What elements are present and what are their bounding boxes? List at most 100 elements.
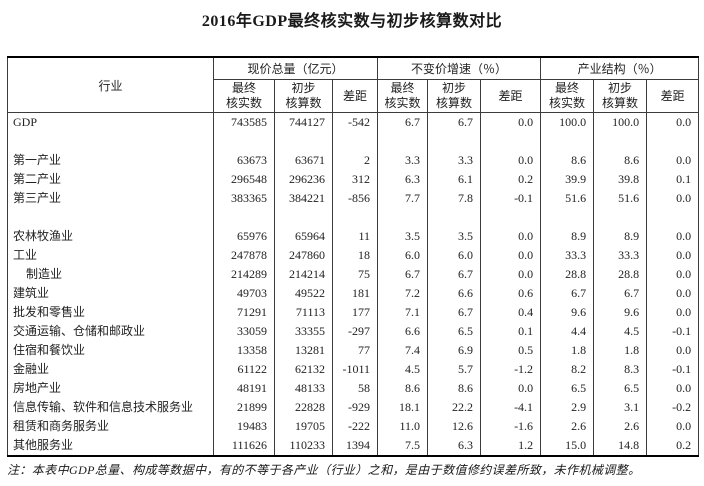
value-cell: 14.8 (593, 436, 648, 456)
value-cell: 77 (331, 341, 379, 360)
value-cell: 6.7 (377, 112, 429, 132)
value-cell: 33.3 (540, 246, 595, 265)
value-cell: -929 (331, 398, 379, 417)
value-cell: -297 (331, 322, 379, 341)
value-cell: 2.9 (540, 398, 595, 417)
value-cell: 13281 (274, 341, 333, 360)
row-label: 交通运输、仓储和邮政业 (7, 322, 214, 341)
value-cell: 0.0 (480, 265, 542, 284)
value-cell: 33.3 (593, 246, 648, 265)
value-cell (427, 132, 482, 151)
row-label: 租赁和商务服务业 (7, 417, 214, 436)
row-label: GDP (7, 112, 214, 132)
value-cell: 39.8 (593, 170, 648, 189)
value-cell: 33059 (213, 322, 275, 341)
value-cell: 2.6 (593, 417, 648, 436)
footnote: 注：本表中GDP总量、构成等数据中，有的不等于各产业（行业）之和，是由于数值修约… (7, 463, 641, 477)
value-cell: 6.5 (593, 379, 648, 398)
value-cell: 22828 (274, 398, 333, 417)
subcol-line: 核实数 (384, 96, 421, 110)
value-cell: 6.3 (427, 436, 482, 456)
value-cell: 0.0 (646, 303, 700, 322)
value-cell: 19705 (274, 417, 333, 436)
group-header-current-price: 现价总量（亿元） (212, 57, 379, 80)
spacer-row (7, 132, 700, 151)
value-cell: 8.6 (377, 379, 429, 398)
subcol-line: 最终 (231, 81, 256, 95)
value-cell: 0.0 (480, 379, 542, 398)
value-cell: 0.2 (480, 170, 542, 189)
value-cell (427, 208, 482, 227)
value-cell: -222 (331, 417, 379, 436)
value-cell: 12.6 (427, 417, 482, 436)
value-cell: 51.6 (540, 189, 595, 208)
row-label: 第三产业 (7, 189, 214, 208)
value-cell: 7.1 (377, 303, 429, 322)
value-cell: 71113 (274, 303, 333, 322)
value-cell: 111626 (213, 436, 275, 456)
row-label: 房地产业 (7, 379, 214, 398)
value-cell: -1011 (331, 360, 379, 379)
value-cell: 22.2 (427, 398, 482, 417)
subcol-line: 核实数 (549, 96, 586, 110)
value-cell: 4.4 (540, 322, 595, 341)
value-cell: 247860 (274, 246, 333, 265)
value-cell: -856 (331, 189, 379, 208)
value-cell: 0.0 (480, 227, 542, 246)
table-row: 第二产业 296548 296236 312 6.3 6.1 0.2 39.9 39.8 0.1 (7, 170, 700, 189)
subcol-line: 初步 (291, 81, 316, 95)
value-cell: 65964 (274, 227, 333, 246)
value-cell: 6.9 (427, 341, 482, 360)
table-row: 租赁和商务服务业 19483 19705 -222 11.0 12.6 -1.6 2.6 2.6… (7, 417, 700, 436)
value-cell: -0.1 (646, 360, 700, 379)
value-cell: 6.6 (427, 284, 482, 303)
value-cell (331, 208, 379, 227)
value-cell: 11.0 (377, 417, 429, 436)
subcol-line: 最终 (390, 81, 415, 95)
subcol-header-gap: 差距 (331, 79, 379, 113)
value-cell: 3.3 (427, 151, 482, 170)
value-cell: 6.7 (427, 265, 482, 284)
value-cell: 0.0 (646, 341, 700, 360)
group-header-constant-price-growth: 不变价增速（％） (377, 57, 542, 80)
value-cell: 6.7 (540, 284, 595, 303)
value-cell: 15.0 (540, 436, 595, 456)
value-cell: 8.3 (593, 360, 648, 379)
value-cell (274, 132, 333, 151)
value-cell: 214214 (274, 265, 333, 284)
value-cell: -542 (331, 112, 379, 132)
value-cell: 18.1 (377, 398, 429, 417)
value-cell: 28.8 (540, 265, 595, 284)
table-row: 第一产业 63673 63671 2 3.3 3.3 0.0 8.6 8.6 0.0 (7, 151, 700, 170)
value-cell: 312 (331, 170, 379, 189)
row-label: 信息传输、软件和信息技术服务业 (7, 398, 214, 417)
value-cell (646, 208, 700, 227)
row-label: 第二产业 (7, 170, 214, 189)
value-cell: 8.6 (540, 151, 595, 170)
value-cell: 0.0 (646, 379, 700, 398)
subcol-header-final: 最终 核实数 (377, 79, 429, 113)
subcol-header-preliminary: 初步 核算数 (274, 79, 333, 113)
table-row: GDP 743585 744127 -542 6.7 6.7 0.0 100.0 100.0 0.… (7, 112, 700, 132)
value-cell: 6.5 (427, 322, 482, 341)
table-row: 农林牧渔业 65976 65964 11 3.5 3.5 0.0 8.9 8.9 0.0 (7, 227, 700, 246)
value-cell: 0.2 (646, 436, 700, 456)
table-header: 行业 现价总量（亿元） 不变价增速（％） 产业结构（％） 最终 核实数 初步 核算数… (7, 57, 700, 113)
value-cell: 0.0 (480, 112, 542, 132)
table-row: 批发和零售业 71291 71113 177 7.1 6.7 0.4 9.6 9.6 0.0 (7, 303, 700, 322)
value-cell: 0.0 (646, 246, 700, 265)
row-label: 第一产业 (7, 151, 214, 170)
value-cell: 6.5 (540, 379, 595, 398)
value-cell: 5.7 (427, 360, 482, 379)
table-row: 制造业 214289 214214 75 6.7 6.7 0.0 28.8 28.8 0.0 (7, 265, 700, 284)
gdp-comparison-table: 行业 现价总量（亿元） 不变价增速（％） 产业结构（％） 最终 核实数 初步 核算数… (7, 56, 700, 457)
value-cell: 11 (331, 227, 379, 246)
value-cell: 1.2 (480, 436, 542, 456)
value-cell: 0.4 (480, 303, 542, 322)
value-cell: 8.6 (593, 151, 648, 170)
value-cell: 48191 (213, 379, 275, 398)
value-cell: 48133 (274, 379, 333, 398)
table-row: 建筑业 49703 49522 181 7.2 6.6 0.6 6.7 6.7 0.0 (7, 284, 700, 303)
value-cell: 0.1 (480, 322, 542, 341)
